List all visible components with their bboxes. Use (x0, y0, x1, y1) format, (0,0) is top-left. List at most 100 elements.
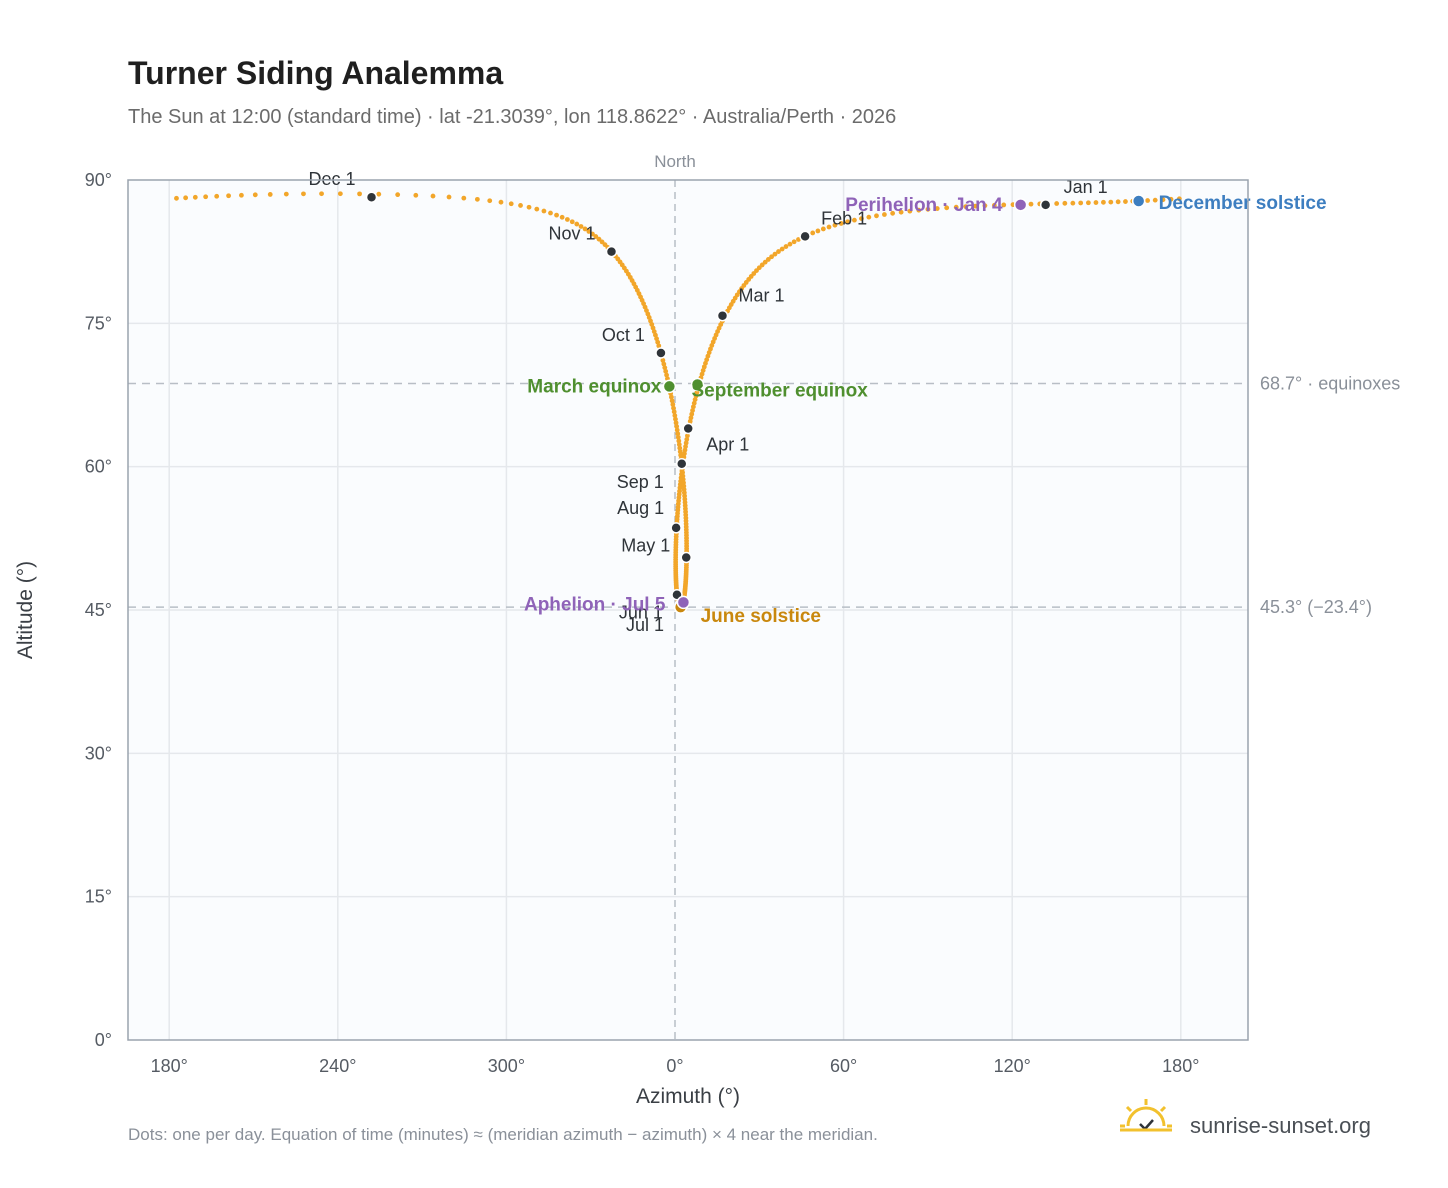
daily-dot (1115, 199, 1121, 205)
month-marker-label: Jul 1 (626, 615, 664, 635)
daily-dot (267, 192, 273, 197)
daily-dot (593, 234, 599, 239)
x-tick-label: 240° (319, 1056, 356, 1076)
event-label: March equinox (527, 376, 662, 397)
daily-dot (791, 239, 797, 245)
event-label: September equinox (691, 380, 868, 401)
daily-dot (783, 244, 789, 249)
daily-dot (564, 217, 570, 222)
daily-dot (689, 411, 695, 417)
daily-dot (925, 206, 931, 212)
daily-dot (586, 229, 592, 234)
month-marker (655, 347, 667, 359)
axis-ticks: 180° 240° 300° 0° 60° 120° 180° 0° 15° 30° 45° 60° 7… (85, 170, 1200, 1076)
daily-dot (675, 434, 681, 440)
daily-dot (684, 436, 690, 442)
daily-dot (810, 230, 816, 236)
daily-dot (569, 219, 575, 225)
x-tick-label: 180° (151, 1056, 188, 1076)
month-marker-label: Mar 1 (738, 286, 784, 306)
daily-dot (1168, 196, 1174, 202)
x-tick-label: 120° (994, 1056, 1031, 1076)
event-label: Perihelion · Jan 4 (845, 195, 1003, 216)
x-tick-label: 300° (488, 1056, 525, 1076)
month-marker (605, 245, 618, 258)
month-marker-label: May 1 (621, 535, 670, 555)
daily-dot (852, 217, 857, 223)
month-marker-label: Oct 1 (602, 325, 645, 345)
daily-dot (826, 224, 832, 230)
daily-dot (518, 203, 523, 208)
y-tick-label: 75° (85, 313, 112, 333)
brand-name: sunrise-sunset.org (1190, 1113, 1371, 1138)
daily-dot (779, 246, 785, 252)
y-tick-label: 15° (85, 887, 112, 907)
x-tick-label: 180° (1162, 1056, 1199, 1076)
daily-dot (357, 191, 362, 197)
daily-dot (670, 402, 676, 407)
daily-dot (526, 204, 532, 210)
daily-dot (192, 194, 198, 200)
month-marker (675, 458, 688, 470)
month-marker (1039, 199, 1052, 211)
daily-dot (664, 372, 669, 378)
daily-dot (461, 195, 467, 201)
reference-label: 45.3° (−23.4°) (1260, 597, 1372, 617)
daily-dot (691, 400, 697, 406)
daily-dot (692, 397, 698, 402)
daily-dot (669, 394, 674, 400)
daily-dot (1085, 200, 1091, 206)
sun-logo-icon (1120, 1099, 1172, 1132)
daily-dot (765, 257, 771, 262)
daily-dot (214, 193, 220, 199)
month-marker-label: Jun 1 (619, 603, 663, 623)
y-tick-label: 60° (85, 457, 112, 477)
daily-dot (674, 427, 680, 433)
daily-dot (413, 192, 419, 198)
y-tick-label: 45° (85, 600, 112, 620)
month-marker-label: Jan 1 (1064, 177, 1108, 197)
daily-dot (683, 440, 689, 446)
month-marker-label: Feb 1 (821, 208, 867, 228)
daily-dot (898, 209, 904, 215)
daily-dot (582, 226, 588, 232)
daily-dot (541, 208, 547, 214)
daily-dot (991, 202, 997, 208)
daily-dot (674, 424, 680, 429)
x-tick-label: 60° (830, 1056, 857, 1076)
daily-dot (953, 204, 959, 210)
daily-dot (676, 438, 682, 444)
y-tick-label: 0° (95, 1030, 112, 1050)
daily-dot (487, 198, 493, 204)
daily-dot (446, 194, 452, 200)
daily-dot (1101, 199, 1106, 205)
daily-dot (796, 237, 801, 242)
daily-dot (1176, 196, 1182, 202)
event-marker (1131, 194, 1146, 208)
daily-dot (690, 408, 695, 413)
daily-dot (534, 206, 540, 212)
daily-dot (1145, 198, 1151, 203)
daily-dot (700, 368, 706, 373)
daily-dot (337, 191, 343, 197)
month-marker (670, 522, 682, 534)
daily-dot (1070, 200, 1076, 206)
plot-frame (127, 179, 1249, 1041)
daily-dot (578, 224, 584, 229)
daily-dot (874, 213, 879, 219)
daily-dot (699, 371, 705, 377)
daily-dot (772, 251, 778, 257)
x-axis-label: Azimuth (°) (636, 1085, 740, 1108)
daily-dot (776, 249, 781, 254)
daily-dot (677, 449, 683, 455)
daily-dot (474, 196, 480, 202)
daily-dot (907, 208, 913, 214)
event-marker (690, 377, 705, 392)
daily-dot (239, 192, 244, 198)
daily-dot (203, 194, 209, 200)
daily-dot (882, 212, 887, 217)
event-label: June solstice (701, 606, 821, 627)
reference-label: 68.7° · equinoxes (1260, 374, 1400, 394)
month-marker (680, 551, 692, 564)
